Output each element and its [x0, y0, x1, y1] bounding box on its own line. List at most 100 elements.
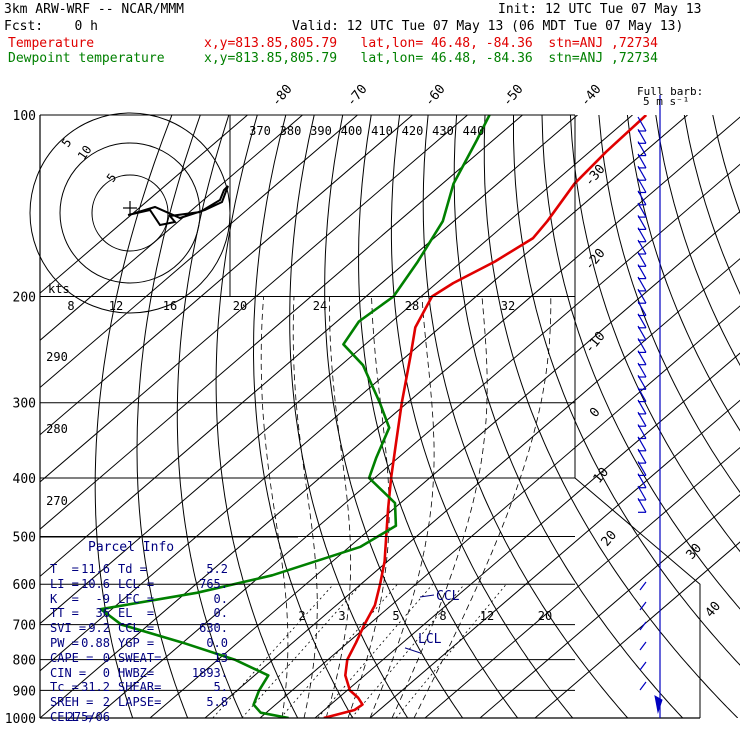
theta-top-label: 390 — [310, 124, 332, 138]
isotherm-line — [40, 115, 468, 483]
hodograph-speed-label: 24 — [313, 299, 327, 313]
parcel-info-cell: 0 — [102, 650, 110, 665]
isotherm-tick-label: 20 — [599, 528, 621, 550]
hodograph-speed-label: 16 — [163, 299, 177, 313]
wind-barb-low — [639, 621, 647, 631]
parcel-info-cell: LAPSE= — [118, 695, 162, 710]
wind-barb — [637, 276, 647, 292]
isotherm-line — [40, 115, 523, 530]
hodograph-speed-label: 32 — [501, 299, 515, 313]
dry-adiabat — [252, 115, 354, 718]
isotherm-tick-label: -70 — [344, 82, 371, 110]
wind-barb — [637, 227, 647, 242]
theta-side-label: 280 — [46, 422, 68, 436]
isotherm-line — [149, 210, 740, 718]
wind-barb — [637, 190, 647, 206]
wind-barb — [637, 313, 647, 329]
dry-adiabat — [324, 115, 464, 718]
wind-barb — [637, 116, 647, 132]
isotherm-line — [259, 305, 740, 718]
mixing-ratio-label: 12 — [480, 609, 494, 623]
wind-barb — [637, 239, 647, 255]
parcel-info-cell: 0 — [102, 665, 110, 680]
wind-barb — [637, 399, 647, 415]
theta-top-label: 400 — [341, 124, 363, 138]
parcel-info-cell: -9 — [95, 591, 110, 606]
parcel-info-cell: SVI = — [50, 621, 87, 636]
isotherm-line — [40, 115, 248, 294]
wind-barb — [637, 288, 647, 304]
wind-barb — [637, 141, 647, 156]
isotherm-tick-label: 0 — [587, 405, 604, 421]
isotherm-line — [369, 399, 740, 718]
theta-top-label: 440 — [463, 124, 485, 138]
isotherm-tick-label: -20 — [582, 246, 609, 274]
isotherm-line — [314, 352, 740, 718]
parcel-info-cell: 765. — [199, 576, 228, 591]
wind-barb — [637, 375, 647, 390]
isotherm-tick-label: -50 — [500, 82, 527, 110]
wind-barb — [637, 362, 647, 378]
isotherm-line — [534, 541, 740, 718]
isotherm-line — [40, 115, 413, 436]
isotherm-line — [40, 116, 740, 718]
isotherm-line — [40, 115, 688, 672]
wind-barb — [637, 338, 647, 353]
dry-adiabat — [390, 115, 574, 718]
pressure-tick-label: 400 — [13, 472, 36, 487]
parcel-info-cell: 5.2 — [206, 562, 228, 576]
mixing-ratio-label: 2 — [298, 609, 305, 623]
wind-barb-low — [639, 661, 647, 671]
dry-adiabat — [569, 115, 740, 553]
dry-adiabat — [483, 115, 739, 718]
isotherm-tick-label: -80 — [269, 82, 296, 110]
parcel-info-cell: 10.6 — [81, 576, 110, 591]
wind-barb-low — [639, 601, 647, 611]
parcel-info-cell: 2 — [102, 695, 110, 710]
wind-barb-surface — [654, 695, 663, 714]
wind-barb — [637, 473, 647, 488]
wind-barb — [637, 387, 647, 402]
isotherm-tick-label: 40 — [703, 599, 725, 621]
parcel-info-cell: T = — [50, 562, 79, 576]
parcel-info-cell: TT = — [50, 606, 79, 621]
isotherm-line — [40, 115, 578, 578]
parcel-info-cell: K = — [50, 591, 79, 606]
isotherm-line — [40, 115, 633, 625]
temperature-location: x,y=813.85,805.79 lat,lon= 46.48, -84.36… — [204, 36, 658, 51]
pressure-tick-label: 200 — [13, 291, 36, 306]
isotherm-line — [94, 163, 740, 718]
parcel-info-cell: Tc = — [50, 680, 79, 695]
hodograph-ring-label: 10 — [75, 143, 95, 163]
parcel-info-cell: 0. — [213, 606, 228, 621]
wind-barb-low — [639, 641, 647, 651]
dry-adiabat — [513, 115, 740, 666]
wind-barb — [637, 485, 647, 501]
dewpoint-legend-label: Dewpoint temperature — [8, 51, 165, 66]
wind-barb — [637, 165, 647, 181]
dry-adiabat — [289, 115, 409, 718]
isotherm-tick-label: 10 — [591, 465, 613, 487]
dewpoint-location: x,y=813.85,805.79 lat,lon= 46.48, -84.36… — [204, 51, 658, 66]
parcel-info-cell: CCL = — [118, 621, 155, 636]
wind-barb — [637, 129, 647, 144]
theta-top-label: 380 — [280, 124, 302, 138]
pressure-tick-label: 700 — [13, 619, 36, 634]
wind-barb — [637, 264, 647, 279]
dry-adiabat — [541, 115, 740, 610]
hodograph-unit-label: kts — [48, 282, 70, 296]
wind-barb — [637, 325, 647, 341]
pressure-tick-label: 1000 — [5, 712, 36, 727]
parcel-info-cell: SHEAR= — [118, 680, 162, 695]
mixing-ratio-line — [241, 583, 362, 718]
theta-top-label: 420 — [402, 124, 424, 138]
parcel-info-cell: 5. — [213, 680, 228, 695]
parcel-info-cell: LCL = — [118, 576, 155, 591]
isotherm-line — [479, 494, 740, 718]
parcel-info-cell: LFC = — [118, 591, 155, 606]
isotherm-tick-label: -40 — [578, 82, 605, 110]
moist-adiabat — [325, 296, 352, 718]
wind-barb — [637, 461, 647, 476]
